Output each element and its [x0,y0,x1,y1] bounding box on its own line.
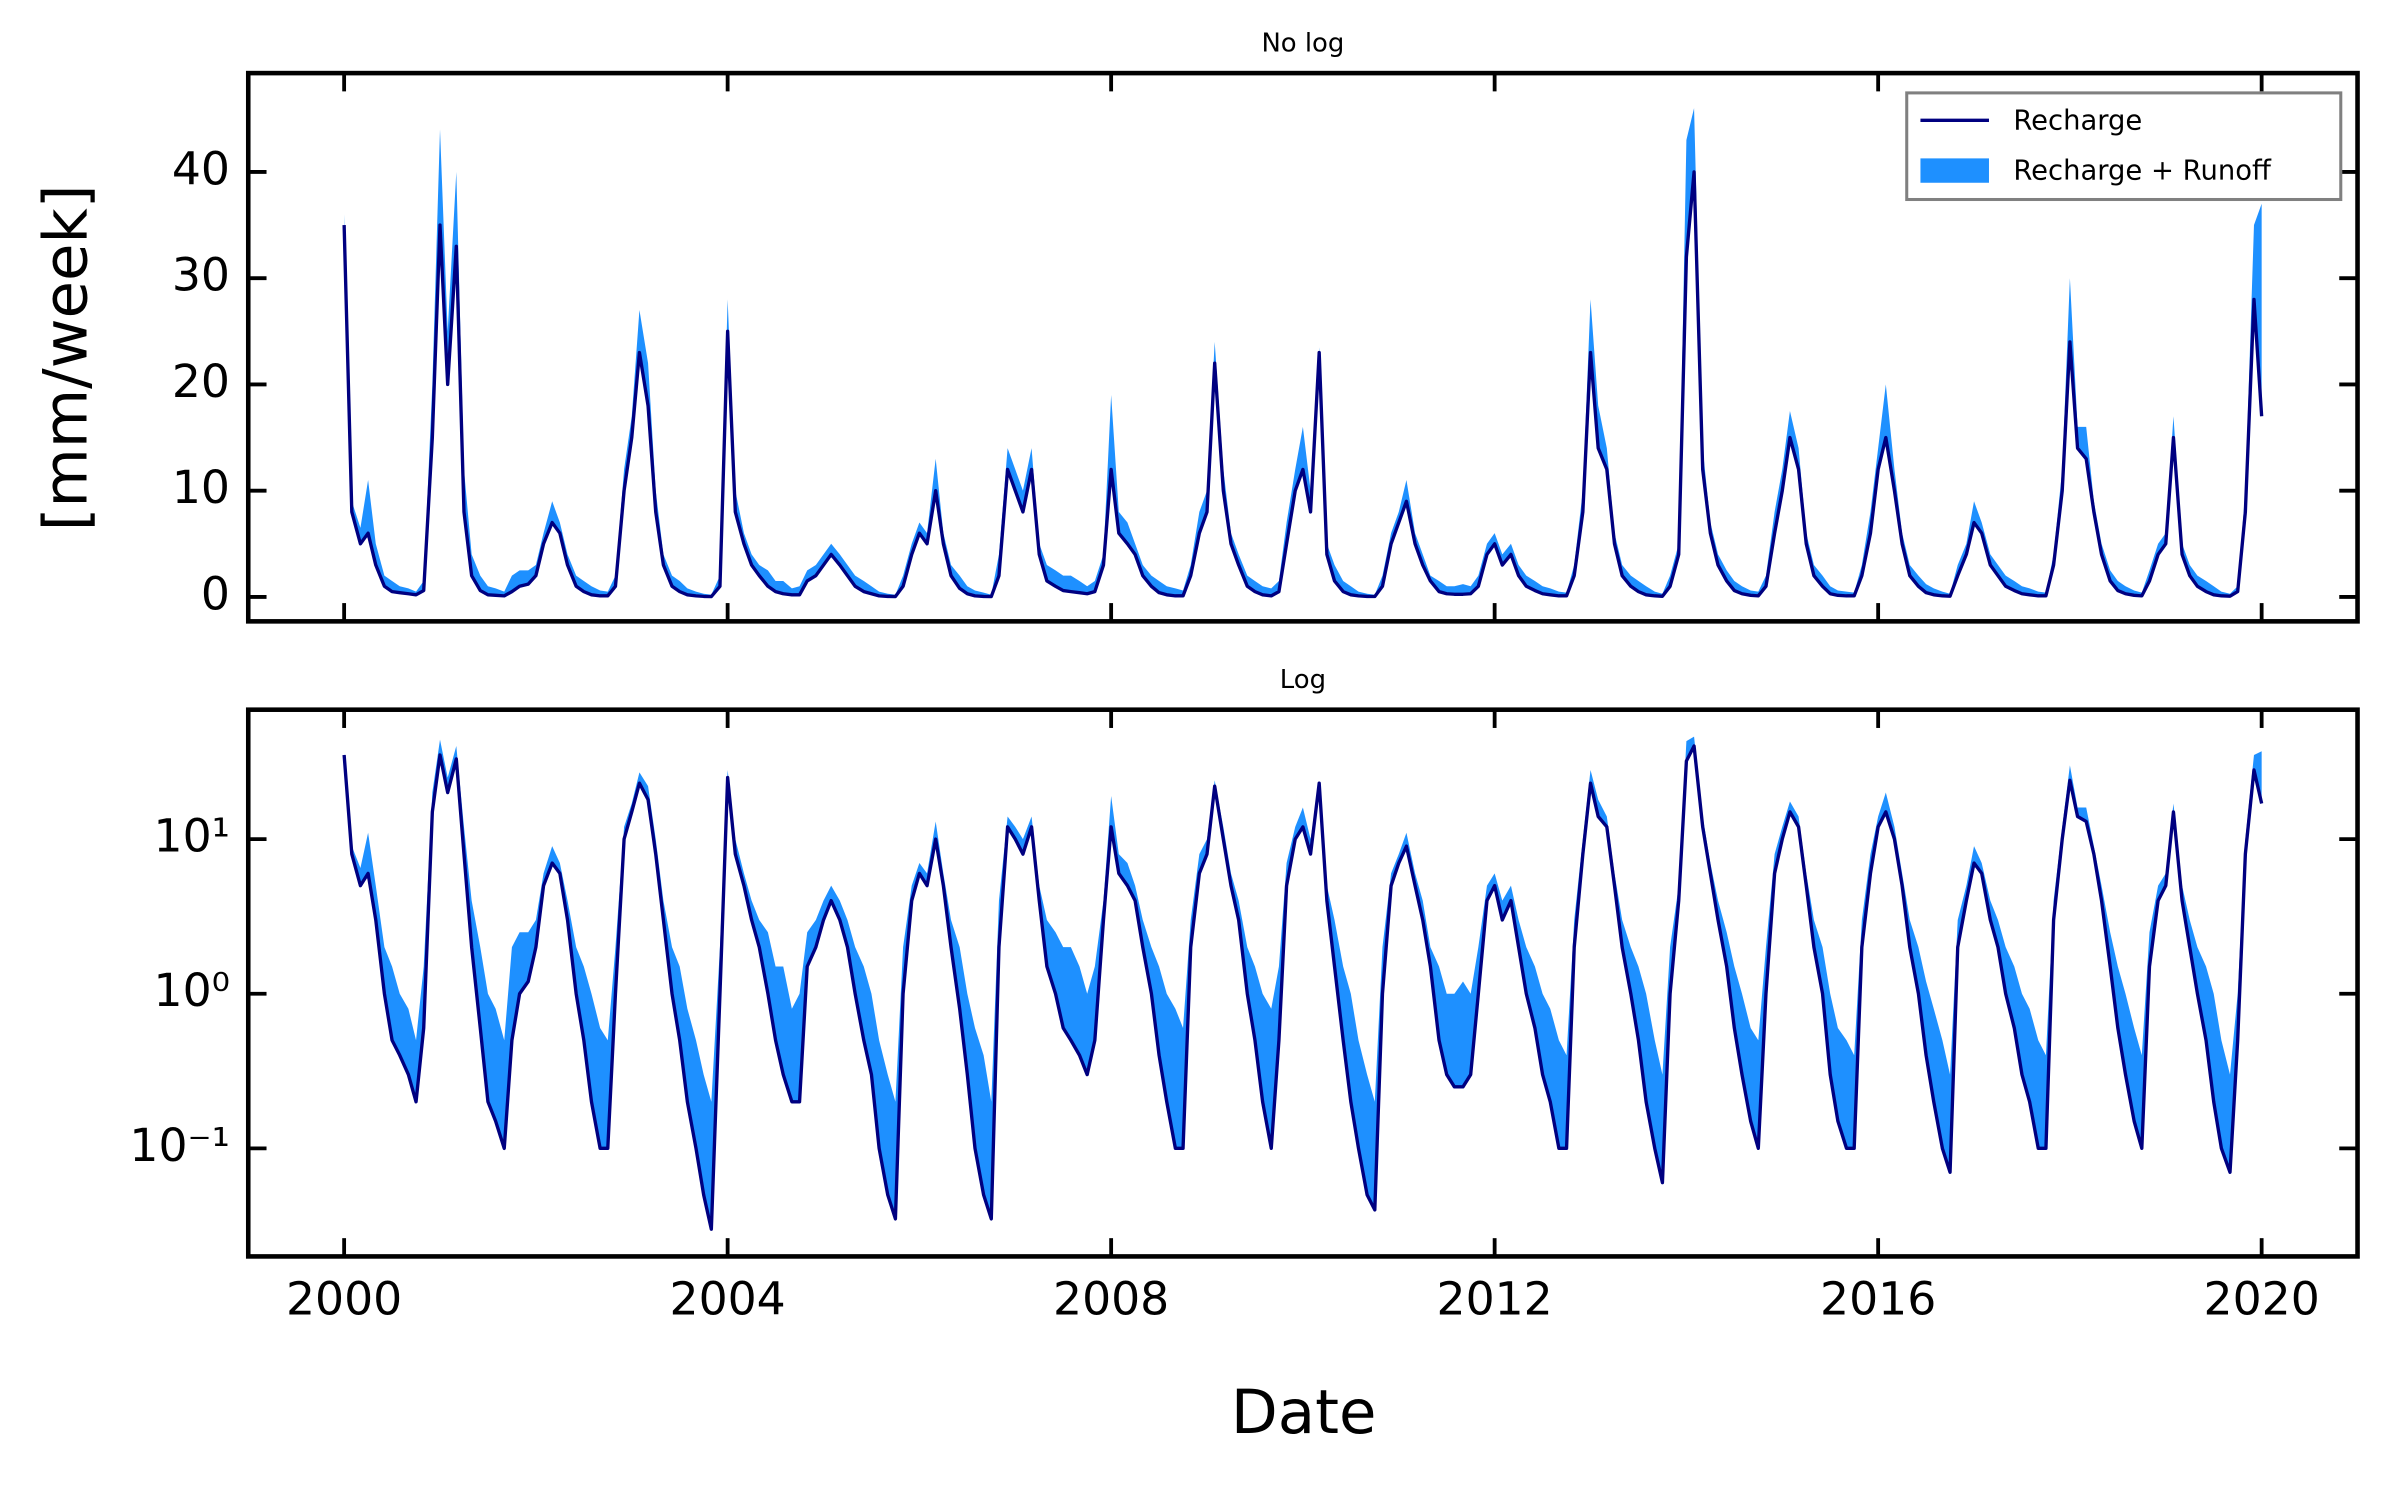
y-axis-label: [mm/week] [31,185,102,532]
axes-frame [245,707,2360,1259]
x-tick-label: 2020 [2204,1273,2320,1326]
runoff-area [344,108,2262,597]
y-tick-label: 10¹ [154,810,230,863]
y-tick-label: 40 [172,142,230,195]
legend-label: Recharge [2013,105,2142,136]
x-tick-label: 2012 [1437,1273,1553,1326]
recharge-line [342,744,2264,1231]
x-tick-label: 2016 [1820,1273,1936,1326]
axes-frame [245,70,2360,624]
legend-patch [1920,158,1989,183]
legend-label: Recharge + Runoff [2013,156,2272,187]
y-tick-label: 0 [201,567,230,620]
y-tick-label: 10 [172,461,230,514]
x-tick-label: 2008 [1053,1273,1169,1326]
y-tick-label: 20 [172,355,230,408]
x-axis-label: Date [1231,1377,1377,1448]
panel-title: No log [1261,29,1344,59]
x-tick-label: 2004 [670,1273,786,1326]
y-tick-label: 30 [172,249,230,302]
panel-title: Log [1280,665,1326,695]
recharge-line [342,170,2264,599]
x-tick-label: 2000 [286,1273,402,1326]
y-tick-label: 10⁰ [154,964,230,1017]
y-tick-label: 10⁻¹ [129,1119,230,1172]
